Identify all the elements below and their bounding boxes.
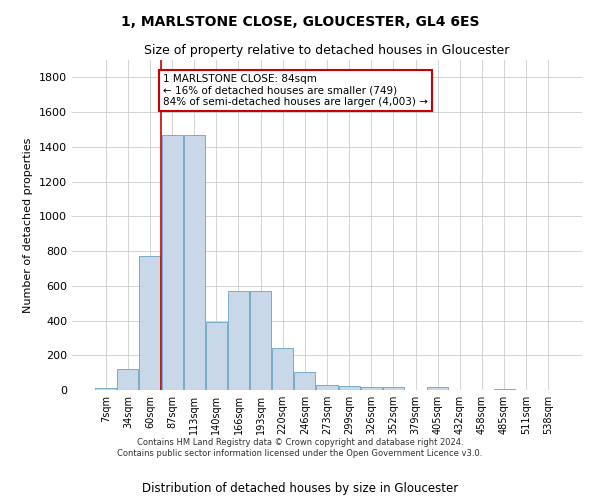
Bar <box>494 389 515 390</box>
Bar <box>228 291 249 390</box>
Bar <box>118 369 139 390</box>
Text: Contains HM Land Registry data © Crown copyright and database right 2024.
Contai: Contains HM Land Registry data © Crown c… <box>118 438 482 458</box>
Bar <box>250 291 271 390</box>
Bar <box>427 388 448 390</box>
Bar <box>361 386 382 390</box>
Bar <box>184 134 205 390</box>
Bar <box>95 388 116 390</box>
Bar <box>338 386 359 390</box>
Title: Size of property relative to detached houses in Gloucester: Size of property relative to detached ho… <box>145 44 509 58</box>
Bar <box>316 385 338 390</box>
Bar <box>383 388 404 390</box>
Text: 1 MARLSTONE CLOSE: 84sqm
← 16% of detached houses are smaller (749)
84% of semi-: 1 MARLSTONE CLOSE: 84sqm ← 16% of detach… <box>163 74 428 107</box>
Bar <box>295 372 316 390</box>
Y-axis label: Number of detached properties: Number of detached properties <box>23 138 34 312</box>
Bar <box>139 256 160 390</box>
Bar <box>206 322 227 390</box>
Text: Distribution of detached houses by size in Gloucester: Distribution of detached houses by size … <box>142 482 458 495</box>
Text: 1, MARLSTONE CLOSE, GLOUCESTER, GL4 6ES: 1, MARLSTONE CLOSE, GLOUCESTER, GL4 6ES <box>121 15 479 29</box>
Bar <box>272 348 293 390</box>
Bar <box>161 134 182 390</box>
